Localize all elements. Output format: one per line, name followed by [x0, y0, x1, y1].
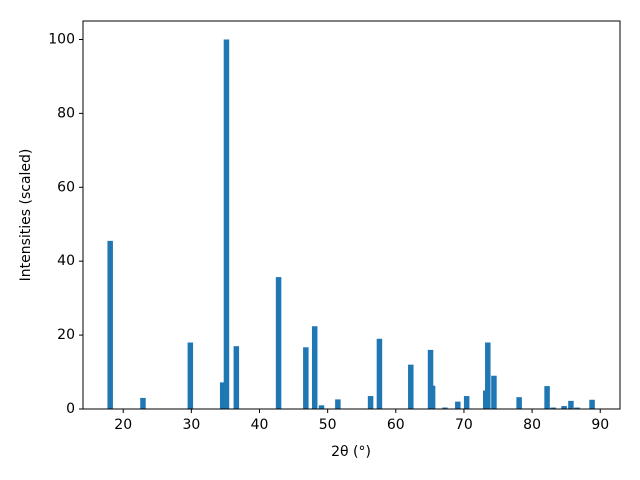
bar [376, 338, 383, 409]
bar [107, 240, 113, 409]
bar [233, 346, 240, 409]
bar [303, 347, 309, 409]
bar [223, 39, 230, 409]
y-tick-label: 0 [66, 401, 75, 417]
y-tick-label: 40 [57, 253, 75, 269]
x-tick-label: 50 [319, 417, 337, 433]
bar [574, 407, 580, 409]
y-tick-label: 20 [57, 327, 75, 343]
x-axis-label: 2θ (°) [331, 444, 371, 460]
x-tick-label: 80 [523, 417, 541, 433]
bar [589, 399, 595, 409]
bar [275, 277, 282, 409]
bar [550, 407, 556, 409]
y-axis-label: Intensities (scaled) [18, 149, 34, 282]
bar [187, 342, 194, 409]
x-tick-label: 30 [182, 417, 200, 433]
bar [568, 400, 574, 409]
x-tick-label: 60 [387, 417, 405, 433]
bar [311, 326, 318, 409]
x-tick-label: 40 [251, 417, 269, 433]
bar [367, 396, 374, 409]
bar [544, 386, 550, 409]
bar [318, 405, 325, 409]
y-tick-label: 100 [48, 31, 75, 47]
bar [455, 401, 461, 409]
bar [485, 342, 491, 409]
bar [427, 349, 434, 409]
x-tick-label: 70 [455, 417, 473, 433]
bar [408, 364, 414, 409]
plot-frame [82, 20, 621, 410]
x-tick-label: 90 [591, 417, 609, 433]
bar [463, 396, 470, 409]
bar [516, 397, 522, 409]
bar [429, 385, 436, 409]
bar [335, 399, 341, 409]
bar [140, 397, 146, 409]
bar [561, 406, 567, 409]
bar [491, 375, 497, 409]
bar [219, 382, 226, 409]
bar [442, 407, 448, 409]
x-tick-label: 20 [114, 417, 132, 433]
y-tick-label: 80 [57, 105, 75, 121]
y-tick-label: 60 [57, 179, 75, 195]
